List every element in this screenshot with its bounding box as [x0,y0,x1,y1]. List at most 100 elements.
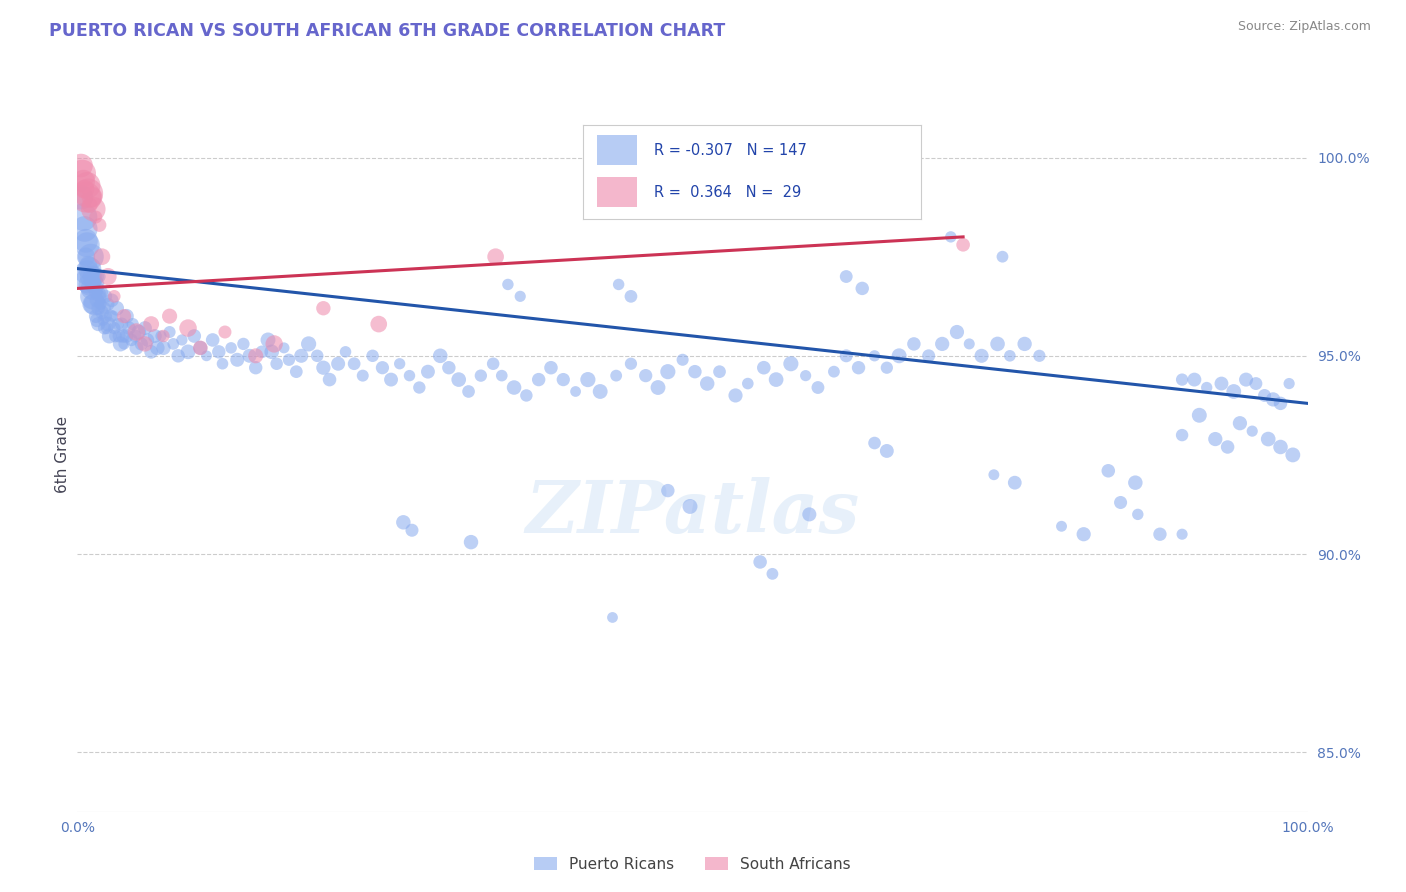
Point [527,373,550,387]
Point [851,281,873,295]
Point [83,297,105,311]
Point [89,269,111,284]
Point [101,309,124,323]
Point [87,317,110,331]
Point [90,250,114,264]
Point [429,349,451,363]
Point [780,357,803,371]
Point [70,166,93,180]
Point [111,329,134,343]
Point [1234,373,1257,387]
Point [889,349,911,363]
Point [84,210,107,224]
Text: PUERTO RICAN VS SOUTH AFRICAN 6TH GRADE CORRELATION CHART: PUERTO RICAN VS SOUTH AFRICAN 6TH GRADE … [49,22,725,40]
Point [75,250,97,264]
Point [1223,384,1246,399]
Point [1014,337,1036,351]
Point [952,237,974,252]
Point [97,317,120,331]
Point [93,301,115,316]
Point [564,384,586,399]
Point [1216,440,1239,454]
Point [903,337,925,351]
Point [998,349,1021,363]
Point [100,309,122,323]
Point [946,325,969,339]
Point [257,333,280,347]
Point [245,349,267,363]
Point [657,365,679,379]
Point [79,198,101,212]
Point [1004,475,1026,490]
Point [152,329,174,343]
Point [388,357,411,371]
Point [273,341,295,355]
Point [232,337,254,351]
Point [765,373,787,387]
Point [749,555,772,569]
Point [1028,349,1050,363]
Point [162,337,184,351]
Point [214,325,236,339]
Point [90,305,114,319]
Point [752,360,775,375]
Point [1282,448,1305,462]
Point [918,349,941,363]
Point [553,373,575,387]
Point [89,289,111,303]
Point [226,352,249,367]
Point [807,380,830,394]
Point [125,325,148,339]
Point [392,516,415,530]
Point [98,329,121,343]
Point [143,329,166,343]
Point [195,349,218,363]
Point [367,317,389,331]
Point [70,159,93,173]
Point [190,341,212,355]
Point [1241,424,1264,438]
Point [991,250,1014,264]
Point [97,269,120,284]
Point [1184,373,1206,387]
Point [82,297,104,311]
Point [146,341,169,355]
Point [94,289,117,303]
Point [104,329,127,343]
Point [696,376,718,391]
Point [285,365,308,379]
Text: R = -0.307   N = 147: R = -0.307 N = 147 [654,143,807,158]
Point [266,357,288,371]
Point [201,333,224,347]
Point [1263,392,1285,407]
Point [312,301,335,316]
Point [931,337,953,351]
Point [620,289,643,303]
Point [503,380,526,394]
Point [761,566,783,581]
Point [540,360,562,375]
Point [983,467,1005,482]
Point [76,266,98,280]
Point [91,313,114,327]
Point [634,368,657,383]
Point [794,368,817,383]
Point [1211,376,1233,391]
Point [107,317,129,331]
Point [73,182,96,196]
Point [589,384,612,399]
Point [1171,373,1194,387]
FancyBboxPatch shape [598,136,637,165]
Point [110,337,132,351]
Point [101,293,124,308]
Point [77,273,100,287]
Point [239,349,262,363]
Point [876,444,898,458]
Point [380,373,402,387]
Point [1278,376,1301,391]
Point [823,365,845,379]
Point [863,349,886,363]
Point [672,352,695,367]
Point [620,357,643,371]
Point [73,222,96,236]
